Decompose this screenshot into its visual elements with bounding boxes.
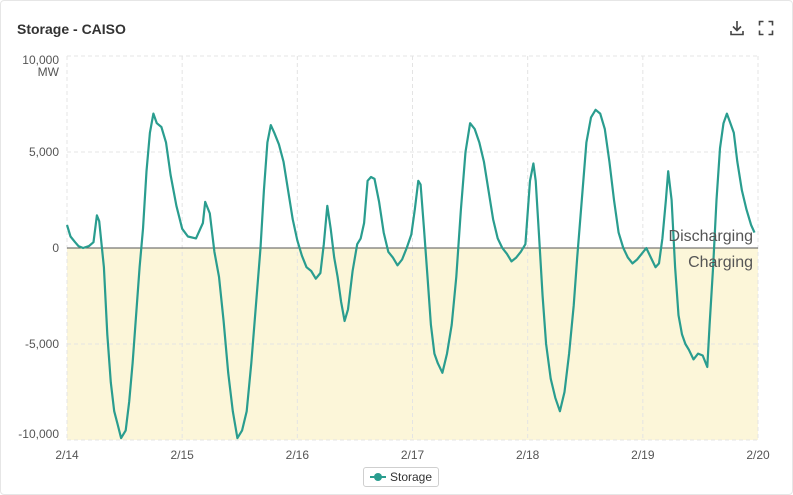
y-tick-label: 10,000 [22,53,59,67]
annotation-discharging: Discharging [669,228,753,245]
legend-label: Storage [390,470,433,484]
y-tick-label: -10,000 [18,427,59,441]
x-tick-label: 2/15 [170,448,194,461]
x-tick-label: 2/14 [55,448,79,461]
legend-marker-icon [370,472,386,482]
x-tick-label: 2/18 [516,448,540,461]
legend-item-storage[interactable]: Storage [363,467,440,487]
x-tick-label: 2/16 [286,448,310,461]
storage-line-chart: 10,000 5,000 0 -5,000 -10,000 MW 2/14 2/15 2/16… [18,53,770,461]
y-tick-label: 5,000 [29,145,59,159]
y-tick-label: -5,000 [25,337,59,351]
annotation-charging: Charging [688,254,753,271]
y-axis-label: MW [38,65,60,79]
x-tick-label: 2/17 [401,448,425,461]
y-tick-label: 0 [52,241,59,255]
fullscreen-icon[interactable] [757,19,775,37]
x-tick-label: 2/19 [631,448,655,461]
download-icon[interactable] [728,19,746,37]
chart-title: Storage - CAISO [17,21,126,37]
x-tick-label: 2/20 [746,448,770,461]
series-line-storage [65,108,756,440]
